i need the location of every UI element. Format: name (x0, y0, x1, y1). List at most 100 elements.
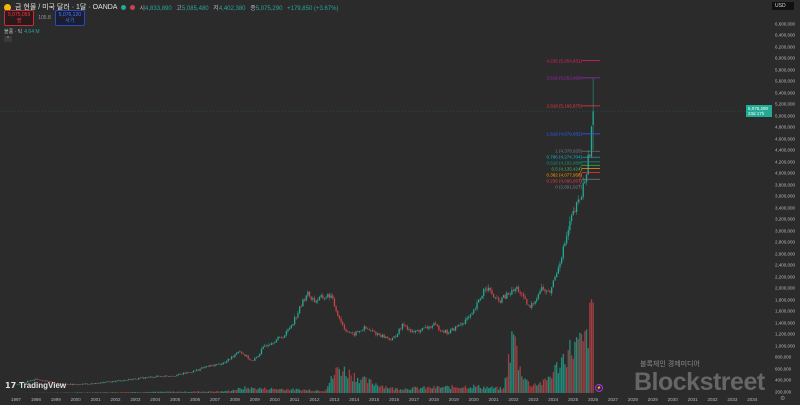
fib-price: 4,378,920 (560, 148, 581, 154)
volume-bar (380, 385, 382, 393)
volume-bar (260, 388, 263, 393)
candle-body (124, 380, 127, 381)
candle-body (527, 304, 530, 306)
candle-body (537, 294, 540, 299)
volume-bar (560, 357, 563, 393)
volume-bar (473, 384, 475, 393)
fib-price: 4,077,958 (560, 172, 581, 178)
event-marker-icon[interactable]: ⚡ (595, 384, 603, 392)
candle-body (211, 365, 213, 366)
candle-body (95, 382, 97, 384)
volume-bar (378, 387, 380, 393)
candle-body (169, 376, 171, 377)
fib-level-label: 0.382 (4,077,958) (546, 172, 582, 178)
collapse-legend-button[interactable]: ^ (4, 36, 12, 42)
fib-price: 4,679,882 (560, 131, 581, 137)
candle-body (129, 379, 132, 381)
candle-body (353, 333, 355, 336)
buy-button[interactable]: 5,076,120 사기 (54, 10, 86, 26)
volume-bar (138, 392, 140, 393)
candle-body (434, 323, 437, 325)
candle-body (531, 303, 533, 308)
candle-body (161, 376, 163, 377)
fib-level: 1 (555, 148, 558, 154)
volume-bar (401, 390, 404, 393)
price-axis-label: 6,000,000 (775, 55, 796, 61)
time-axis-label: 2012 (309, 397, 320, 402)
tradingview-logo[interactable]: 𝟭𝟳 TradingView (5, 381, 66, 390)
candle-body (428, 326, 430, 329)
fib-label-leader (578, 168, 583, 176)
volume-bar (439, 387, 442, 393)
volume-bar (201, 391, 203, 393)
volume-bar (202, 391, 205, 393)
volume-bar (269, 389, 271, 393)
volume-bar (585, 329, 588, 393)
volume-bar (123, 392, 125, 393)
currency-select[interactable]: USD (772, 2, 794, 10)
candle-body (436, 324, 438, 326)
volume-bar (579, 332, 581, 393)
candle-body (38, 379, 40, 381)
volume-bar (106, 392, 108, 393)
candle-body (320, 295, 322, 297)
volume-bar (287, 389, 289, 393)
volume-bar (167, 391, 170, 393)
candle-body (517, 286, 520, 293)
volume-bar (410, 389, 412, 393)
candle-body (469, 314, 472, 317)
candle-body (559, 263, 561, 268)
symbol-title[interactable]: 금 현물 / 미국 달러 · 1달 · OANDA (15, 4, 118, 11)
volume-bar (361, 377, 364, 393)
volume-bar (559, 367, 561, 393)
volume-bar (259, 387, 261, 393)
volume-legend[interactable]: 볼륨 · 틱 4.64 M (4, 28, 40, 35)
volume-bar (534, 383, 536, 393)
fib-label-leader (578, 172, 583, 182)
symbol-legend[interactable]: 금 현물 / 미국 달러 · 1달 · OANDA 시4,833,890 고5,… (4, 2, 341, 12)
candle-body (473, 309, 475, 314)
fib-level-label: 0.618 (4,192,889) (546, 160, 582, 166)
volume-bar (527, 381, 530, 393)
tradingview-logo-text: TradingView (19, 381, 67, 390)
volume-bar (244, 386, 246, 393)
volume-bar (502, 387, 505, 393)
candle-body (85, 383, 87, 385)
volume-bar (214, 391, 216, 393)
candle-body (260, 349, 263, 354)
candle-body (383, 334, 385, 338)
candle-body (567, 230, 569, 237)
candle-body (209, 365, 211, 367)
price-axis-label: 4,200,000 (775, 159, 796, 164)
volume-bar (501, 389, 503, 393)
candle-body (71, 383, 74, 385)
candle-body (247, 355, 249, 359)
time-axis-label: 2022 (508, 397, 519, 402)
candle-body (104, 381, 107, 383)
volume-bar (423, 386, 425, 393)
candle-body (355, 331, 357, 336)
volume-bar (522, 379, 525, 393)
candle-body (249, 358, 251, 360)
volume-bar (536, 385, 538, 393)
candle-body (483, 289, 485, 296)
candle-body (332, 295, 334, 299)
settings-icon[interactable]: ⚙ (780, 396, 786, 402)
volume-bar (454, 387, 457, 393)
candle-body (28, 380, 30, 382)
candle-body (174, 376, 176, 377)
candle-body (221, 364, 223, 365)
volume-bar (146, 391, 148, 393)
candle-body (148, 377, 150, 378)
candle-body (226, 361, 228, 363)
fib-level: 1.618 (546, 131, 558, 137)
bar-countdown: 23d 17h (748, 111, 765, 116)
volume-bar (219, 391, 221, 393)
candle-body (242, 353, 244, 355)
candle-body (151, 376, 153, 378)
sell-button[interactable]: 5,075,059 팔 (4, 10, 35, 26)
volume-bar (352, 381, 354, 393)
volume-bar (234, 390, 236, 393)
candle-body (401, 323, 404, 330)
